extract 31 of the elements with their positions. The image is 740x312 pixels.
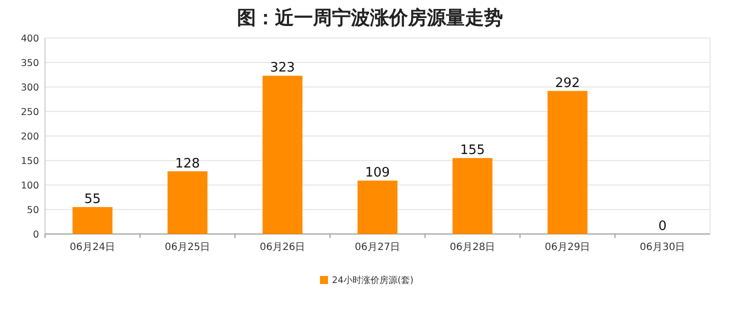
y-tick-label: 350 — [20, 58, 39, 69]
y-tick-label: 300 — [20, 82, 39, 94]
data-label: 0 — [658, 219, 667, 234]
data-label: 292 — [555, 76, 580, 91]
y-tick-label: 250 — [20, 107, 39, 118]
legend-label: 24小时涨价房源(套) — [332, 275, 414, 286]
y-tick-label: 100 — [20, 180, 39, 192]
chart-title: 图：近一周宁波涨价房源量走势 — [237, 7, 503, 29]
x-tick-label: 06月28日 — [450, 242, 496, 253]
data-label: 55 — [84, 192, 101, 208]
data-label: 128 — [175, 156, 200, 172]
y-tick-label: 150 — [20, 156, 39, 167]
x-tick-label: 06月25日 — [164, 242, 210, 253]
x-tick-label: 06月26日 — [260, 242, 306, 253]
y-tick-label: 0 — [32, 230, 39, 240]
x-tick-label: 06月24日 — [70, 242, 116, 253]
bar — [548, 90, 588, 234]
y-tick-label: 50 — [26, 205, 39, 216]
data-label: 155 — [460, 143, 485, 158]
y-tick-label: 400 — [20, 34, 39, 44]
y-tick-label: 200 — [20, 132, 39, 142]
x-tick-label: 06月27日 — [354, 242, 400, 253]
bar — [358, 180, 398, 234]
x-tick-label: 06月30日 — [640, 242, 686, 253]
bar — [262, 76, 302, 234]
x-tick-label: 06月29日 — [544, 242, 590, 253]
data-label: 109 — [365, 166, 390, 181]
bar — [452, 158, 492, 234]
data-label: 323 — [270, 60, 295, 76]
bar — [168, 171, 208, 234]
bar — [72, 207, 112, 234]
